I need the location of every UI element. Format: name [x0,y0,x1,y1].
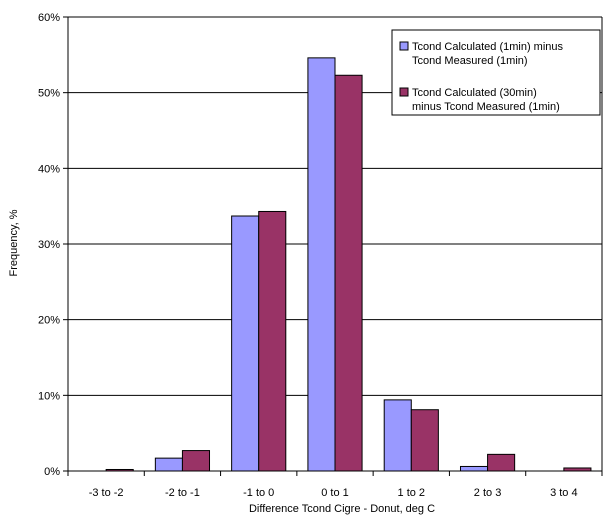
legend-label: Tcond Measured (1min) [412,55,528,67]
axes [63,16,603,476]
bars [105,57,592,472]
y-tick-label: 30% [38,239,60,251]
legend-swatch [399,41,409,51]
y-tick-label: 0% [44,466,60,478]
legend-box [391,29,601,116]
legend-label: minus Tcond Measured (1min) [412,101,560,113]
bar [383,399,412,472]
y-tick-labels: 0% 10% 20% 30% 40% 50% 60% [38,12,60,478]
bar [334,74,363,472]
bar [231,215,260,472]
bar [181,450,211,472]
bar [258,210,287,472]
bar [487,453,516,472]
bar [410,409,439,472]
x-tick-label: 0 to 1 [321,487,349,499]
x-tick-label: -3 to -2 [89,487,124,499]
x-tick-label: 2 to 3 [474,487,502,499]
x-tick-labels: -3 to -2 -2 to -1 -1 to 0 0 to 1 1 to 2 2 to … [89,487,578,499]
x-tick-label: 1 to 2 [398,487,426,499]
legend-label: Tcond Calculated (30min) [412,87,537,99]
x-tick-label: -1 to 0 [243,487,274,499]
bar [154,457,183,472]
x-tick-label: -2 to -1 [165,487,200,499]
y-axis-title: Frequency, % [8,209,20,276]
y-tick-label: 20% [38,315,60,327]
legend-swatch [399,87,409,97]
legend: Tcond Calculated (1min) minus Tcond Measu… [391,29,601,116]
y-tick-label: 10% [38,390,60,402]
y-tick-label: 40% [38,163,60,175]
x-axis-title: Difference Tcond Cigre - Donut, deg C [249,503,435,515]
bar [307,57,336,472]
bar [459,465,489,472]
y-tick-label: 50% [38,88,60,100]
legend-label: Tcond Calculated (1min) minus [412,41,564,53]
y-tick-label: 60% [38,12,60,24]
x-tick-label: 3 to 4 [550,487,578,499]
